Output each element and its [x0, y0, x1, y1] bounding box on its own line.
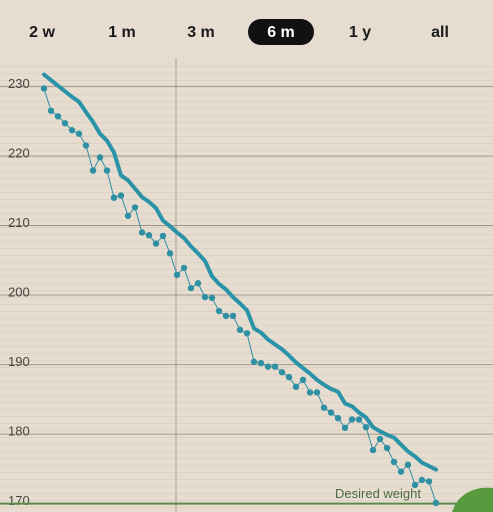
- paper-lines: [0, 60, 493, 512]
- data-point: [222, 312, 230, 320]
- data-point: [89, 167, 97, 174]
- data-point: [96, 154, 104, 161]
- data-point: [313, 389, 321, 396]
- y-tick-label: 210: [8, 215, 30, 230]
- data-point: [201, 293, 209, 301]
- data-point: [194, 280, 202, 287]
- y-tick-label: 190: [8, 354, 30, 369]
- data-point: [250, 358, 258, 365]
- tab[interactable]: all: [431, 24, 449, 41]
- data-point: [383, 444, 391, 452]
- grid: 170 180 190 200 210 220 230: [0, 76, 493, 508]
- data-point: [152, 240, 160, 247]
- y-tick-label: 200: [8, 284, 30, 299]
- plot: Desired weight: [0, 72, 493, 507]
- data-point: [327, 409, 335, 416]
- data-point: [131, 204, 139, 211]
- leaf-icon: [452, 487, 493, 512]
- tab[interactable]: 1 y: [349, 24, 371, 41]
- tab[interactable]: 3 m: [187, 24, 215, 41]
- data-point: [404, 461, 412, 468]
- data-point: [369, 446, 377, 454]
- data-point: [124, 212, 132, 219]
- data-point: [159, 232, 167, 240]
- data-point: [229, 312, 237, 320]
- data-point: [145, 232, 153, 239]
- data-point: [390, 458, 398, 466]
- data-point: [397, 468, 405, 475]
- tab-selected-bg: [248, 19, 314, 45]
- data-point: [40, 85, 48, 92]
- data-point: [299, 376, 307, 384]
- y-tick-label: 230: [8, 76, 30, 91]
- data-point: [376, 435, 384, 443]
- data-point: [320, 404, 328, 411]
- data-point: [334, 414, 342, 422]
- data-point: [54, 113, 62, 120]
- data-point: [75, 130, 83, 137]
- data-point: [236, 326, 244, 334]
- trend-line: [42, 72, 438, 472]
- data-point: [47, 107, 55, 114]
- data-point: [180, 264, 188, 272]
- data-point: [348, 416, 356, 423]
- data-point: [243, 330, 251, 337]
- tab[interactable]: 6 m: [267, 24, 295, 41]
- tab-bar: 2 w 1 m 3 m 6 m 1 y all: [29, 19, 449, 45]
- data-point: [278, 369, 286, 376]
- data-point: [362, 423, 370, 431]
- data-point: [82, 142, 90, 149]
- data-point: [208, 294, 216, 302]
- data-point: [271, 363, 279, 370]
- y-tick-label: 220: [8, 145, 30, 160]
- y-tick-label: 170: [8, 493, 30, 508]
- data-point: [215, 307, 223, 315]
- y-tick-label: 180: [8, 424, 30, 439]
- data-point: [418, 476, 426, 484]
- data-point: [285, 373, 293, 381]
- data-point: [292, 383, 300, 391]
- data-point: [411, 481, 419, 489]
- data-point: [138, 229, 146, 236]
- data-point: [341, 424, 349, 432]
- data-point: [264, 363, 272, 370]
- data-point: [110, 194, 118, 201]
- tab[interactable]: 2 w: [29, 24, 55, 41]
- data-point: [355, 416, 363, 423]
- data-point: [166, 250, 174, 257]
- data-point: [103, 167, 111, 174]
- tab[interactable]: 1 m: [108, 24, 136, 41]
- data-point: [306, 389, 314, 396]
- data-point: [257, 359, 265, 367]
- data-point: [432, 499, 440, 507]
- data-point: [61, 120, 69, 127]
- data-point: [187, 284, 195, 292]
- data-point: [425, 478, 433, 485]
- data-point: [173, 271, 181, 279]
- data-point: [68, 127, 76, 134]
- data-point: [117, 192, 125, 199]
- target-label: Desired weight: [335, 486, 421, 501]
